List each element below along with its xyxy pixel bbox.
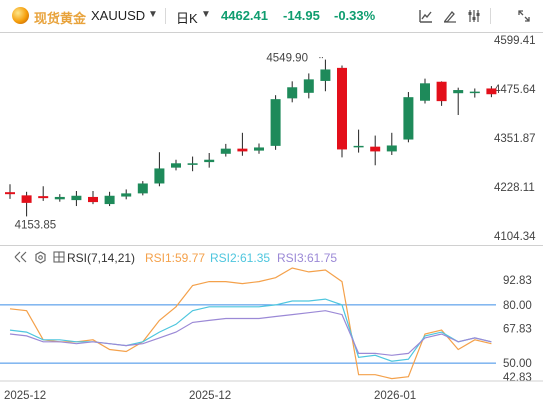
- toolbar-border: [0, 32, 543, 33]
- candle-body: [337, 67, 347, 150]
- candle-body: [21, 195, 32, 203]
- candle-body: [436, 81, 447, 102]
- rsi3-value: RSI3:61.75: [277, 251, 338, 265]
- indicator-icon[interactable]: [416, 6, 436, 26]
- rsi-indicator-name[interactable]: RSI(7,14,21): [67, 251, 136, 265]
- price-tick-label: 4104.34: [494, 231, 536, 243]
- candle-body: [370, 146, 381, 152]
- symbol-code[interactable]: XAUUSD: [91, 8, 146, 23]
- candle-body: [154, 168, 165, 184]
- candle-body: [171, 163, 181, 168]
- time-tick-label: 2025-12: [189, 390, 231, 402]
- rsi-tick-label: 67.83: [503, 324, 532, 336]
- rsi-tick-label: 80.00: [503, 300, 532, 312]
- candle-body: [486, 88, 497, 95]
- candle-body: [420, 83, 430, 101]
- gear-icon[interactable]: [34, 251, 47, 267]
- candle-body: [104, 195, 115, 205]
- candle-body: [88, 196, 98, 203]
- panel-divider[interactable]: [0, 245, 543, 246]
- rsi-series-line-rsi3: [9, 310, 492, 356]
- price-tick-label: 4475.64: [494, 84, 536, 96]
- price-change: -14.95: [283, 8, 320, 23]
- candle-body: [220, 148, 231, 154]
- candle-body: [187, 163, 198, 165]
- price-change-pct: -0.33%: [334, 8, 376, 23]
- toolbar-divider: [165, 8, 166, 24]
- toolbar: 现货黄金 XAUUSD ▼ 日K ▼ 4462.41 -14.95 -0.33%: [0, 0, 543, 32]
- timeframe-select[interactable]: 日K: [176, 11, 198, 26]
- rsi1-value: RSI1:59.77: [145, 251, 206, 265]
- candle-body: [469, 91, 480, 94]
- rsi-series-line-rsi2: [9, 298, 492, 362]
- candle-body: [303, 79, 314, 93]
- chevron-down-icon[interactable]: ▼: [201, 9, 211, 20]
- toolbar-divider: [490, 8, 491, 24]
- candle-body: [54, 196, 65, 200]
- chevron-down-icon[interactable]: ▼: [148, 9, 158, 20]
- rsi-tick-label: 50.00: [503, 358, 532, 370]
- candle-body: [320, 69, 331, 81]
- rsi-series-line-rsi1: [9, 267, 492, 380]
- high-price-label: 4549.90: [266, 53, 308, 65]
- candle-body: [453, 90, 464, 94]
- gold-coin-icon: [12, 7, 29, 24]
- draw-icon[interactable]: [440, 6, 460, 26]
- rsi-tick-label: 42.83: [503, 372, 532, 384]
- candle-body: [270, 99, 281, 146]
- time-tick-label: 2025-12: [4, 390, 46, 402]
- settings-icon[interactable]: [464, 6, 484, 26]
- time-tick-label: 2026-01: [374, 390, 416, 402]
- eye-icon[interactable]: [14, 251, 28, 266]
- candle-body: [121, 193, 132, 197]
- candle-body: [237, 148, 248, 152]
- candle-body: [353, 145, 364, 148]
- price-tick-label: 4351.87: [494, 133, 536, 145]
- fullscreen-icon[interactable]: [514, 6, 534, 26]
- price-tick-label: 4228.11: [494, 182, 535, 194]
- candle-body: [287, 87, 298, 99]
- candle-body: [137, 183, 148, 194]
- last-price: 4462.41: [221, 8, 268, 23]
- candle-body: [5, 192, 15, 195]
- candle-body: [204, 159, 215, 163]
- rsi-tick-label: 92.83: [503, 275, 532, 287]
- candle-body: [403, 97, 414, 140]
- indicator-list-icon[interactable]: [53, 251, 65, 266]
- rsi2-value: RSI2:61.35: [210, 251, 271, 265]
- candle-body: [38, 196, 49, 199]
- candle-body: [71, 195, 82, 201]
- price-tick-label: 4599.41: [494, 35, 536, 47]
- candle-body: [386, 145, 397, 152]
- symbol-name[interactable]: 现货黄金: [34, 11, 87, 26]
- candle-body: [254, 147, 264, 151]
- rsi-legend: RSI(7,14,21) RSI1:59.77 RSI2:61.35 RSI3:…: [0, 249, 543, 267]
- low-price-label: 4153.85: [15, 219, 57, 231]
